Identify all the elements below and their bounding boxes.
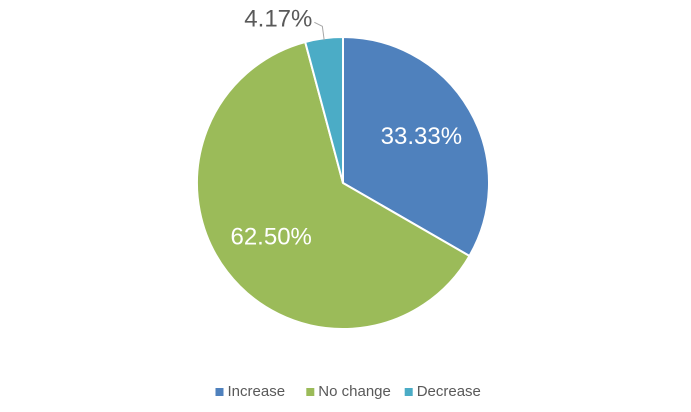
legend-swatch xyxy=(306,388,315,396)
data-label: 4.17% xyxy=(244,6,312,33)
pie-slice xyxy=(342,35,490,258)
legend-label: No change xyxy=(318,383,391,400)
legend-swatch xyxy=(404,388,413,396)
legend-label: Decrease xyxy=(417,383,481,400)
leader-line xyxy=(314,21,325,41)
pie-slice xyxy=(196,40,471,330)
data-label: 33.33% xyxy=(381,123,462,150)
legend-swatch xyxy=(215,388,224,396)
data-label: 62.50% xyxy=(230,223,311,250)
legend-label: Increase xyxy=(228,383,286,400)
